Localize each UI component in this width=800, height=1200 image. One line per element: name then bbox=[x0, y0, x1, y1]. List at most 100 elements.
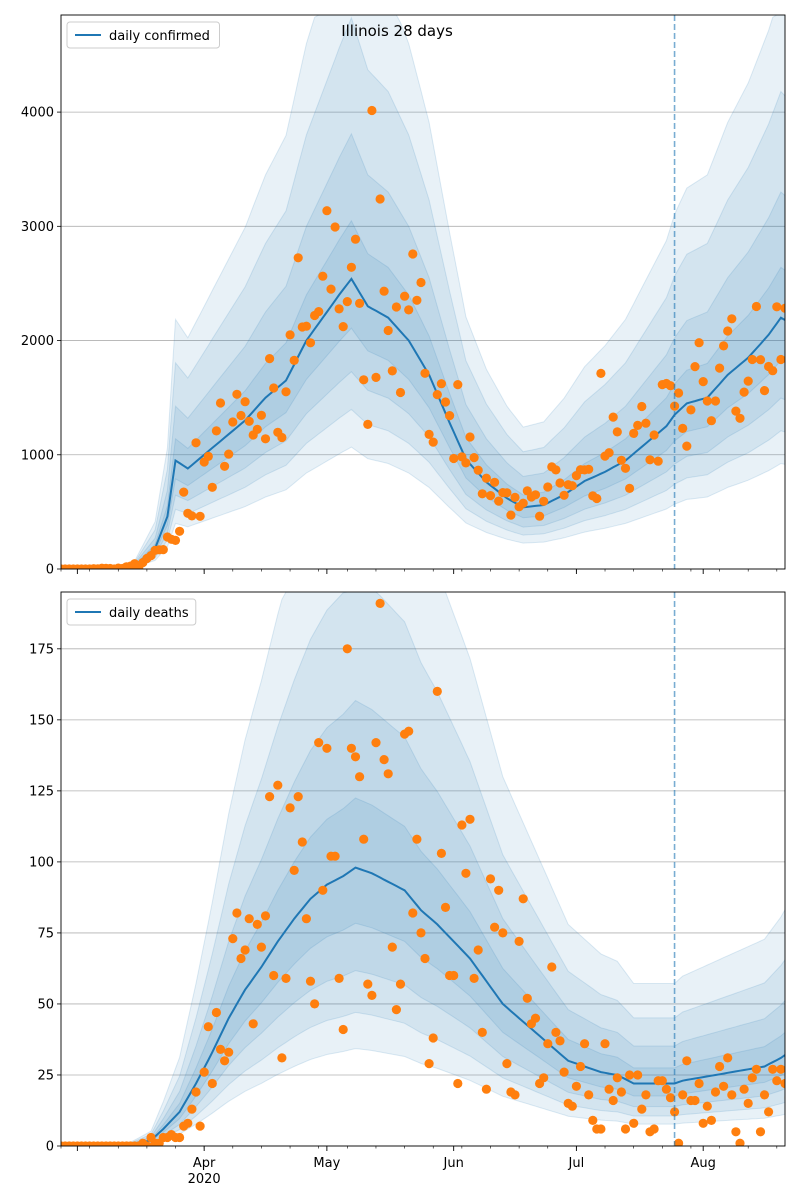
data-point bbox=[649, 1124, 659, 1134]
data-point bbox=[305, 976, 316, 986]
y-tick-label: 150 bbox=[29, 713, 54, 728]
data-point bbox=[375, 598, 385, 609]
data-point bbox=[342, 644, 352, 654]
data-point bbox=[502, 488, 512, 498]
data-point bbox=[702, 1101, 712, 1111]
data-point bbox=[674, 1138, 684, 1146]
data-point bbox=[706, 416, 717, 426]
data-point bbox=[322, 743, 332, 753]
data-point bbox=[641, 418, 651, 428]
y-tick-label: 4000 bbox=[21, 106, 54, 121]
data-point bbox=[428, 437, 438, 447]
data-point bbox=[408, 249, 418, 259]
data-point bbox=[334, 973, 344, 984]
data-point bbox=[293, 253, 303, 263]
data-point bbox=[678, 423, 688, 433]
y-tick-label: 0 bbox=[46, 563, 54, 578]
data-point bbox=[485, 491, 496, 501]
data-point bbox=[518, 498, 528, 508]
y-tick-label: 0 bbox=[46, 1140, 54, 1155]
data-point bbox=[514, 936, 524, 947]
data-point bbox=[203, 451, 213, 461]
data-point bbox=[379, 755, 389, 765]
data-point bbox=[789, 348, 798, 357]
data-point bbox=[645, 455, 655, 465]
data-point bbox=[551, 1027, 561, 1037]
data-point bbox=[665, 381, 676, 391]
data-point bbox=[179, 487, 189, 497]
data-point bbox=[252, 424, 262, 434]
data-point bbox=[473, 465, 483, 475]
data-point bbox=[469, 973, 479, 984]
data-point bbox=[604, 448, 614, 458]
data-point bbox=[220, 1056, 230, 1066]
data-point bbox=[232, 908, 242, 918]
data-point bbox=[719, 1081, 729, 1091]
data-point bbox=[751, 1064, 762, 1074]
data-point bbox=[187, 511, 197, 521]
data-point bbox=[297, 837, 307, 847]
data-point bbox=[322, 206, 332, 216]
data-point bbox=[759, 1090, 770, 1100]
data-point bbox=[715, 363, 725, 373]
data-point bbox=[301, 321, 311, 331]
data-point bbox=[735, 413, 745, 423]
data-point bbox=[215, 398, 226, 408]
y-tick-label: 50 bbox=[37, 997, 54, 1012]
data-point bbox=[359, 375, 369, 385]
data-point bbox=[670, 1107, 680, 1117]
data-point bbox=[273, 780, 283, 790]
data-point bbox=[248, 1019, 258, 1029]
data-point bbox=[543, 482, 553, 492]
data-point bbox=[350, 752, 361, 762]
legend-label: daily confirmed bbox=[109, 29, 210, 44]
data-point bbox=[686, 405, 696, 415]
data-point bbox=[367, 990, 377, 1001]
data-point bbox=[285, 330, 295, 340]
data-point bbox=[739, 1084, 749, 1094]
y-tick-label: 100 bbox=[29, 855, 54, 870]
data-point bbox=[203, 1022, 213, 1032]
data-point bbox=[236, 953, 246, 964]
data-point bbox=[567, 1101, 577, 1111]
data-point bbox=[445, 411, 455, 421]
data-point bbox=[477, 489, 487, 499]
data-point bbox=[371, 372, 381, 382]
data-point bbox=[604, 1084, 614, 1094]
data-point bbox=[682, 1056, 692, 1066]
data-point bbox=[616, 1087, 627, 1097]
y-tick-label: 1000 bbox=[21, 448, 54, 463]
data-point bbox=[559, 490, 569, 500]
data-point bbox=[710, 1087, 721, 1097]
data-point bbox=[612, 427, 622, 437]
data-point bbox=[539, 496, 549, 506]
data-point bbox=[490, 922, 500, 932]
data-point bbox=[764, 1107, 774, 1117]
data-point bbox=[580, 1039, 590, 1049]
legend-box bbox=[66, 21, 220, 49]
y-tick-label: 2000 bbox=[21, 334, 54, 349]
x-tick-label: Jun bbox=[443, 1156, 464, 1171]
data-point bbox=[281, 973, 291, 984]
data-point bbox=[305, 338, 316, 348]
data-point bbox=[780, 303, 785, 313]
data-point bbox=[342, 297, 352, 307]
data-point bbox=[731, 1127, 741, 1137]
x-tick-label: Apr bbox=[193, 1156, 216, 1171]
data-point bbox=[555, 478, 565, 488]
data-point bbox=[326, 284, 336, 294]
x-tick-label: Jul bbox=[568, 1156, 585, 1171]
data-point bbox=[506, 510, 516, 520]
data-point bbox=[743, 376, 753, 386]
data-point bbox=[404, 305, 414, 315]
data-point bbox=[723, 326, 733, 336]
data-point bbox=[293, 792, 303, 802]
data-point bbox=[191, 438, 201, 448]
data-point bbox=[510, 1090, 520, 1100]
data-point bbox=[661, 1084, 672, 1094]
data-point bbox=[330, 851, 340, 861]
data-point bbox=[224, 449, 234, 459]
data-point bbox=[719, 341, 729, 351]
data-point bbox=[494, 496, 504, 506]
